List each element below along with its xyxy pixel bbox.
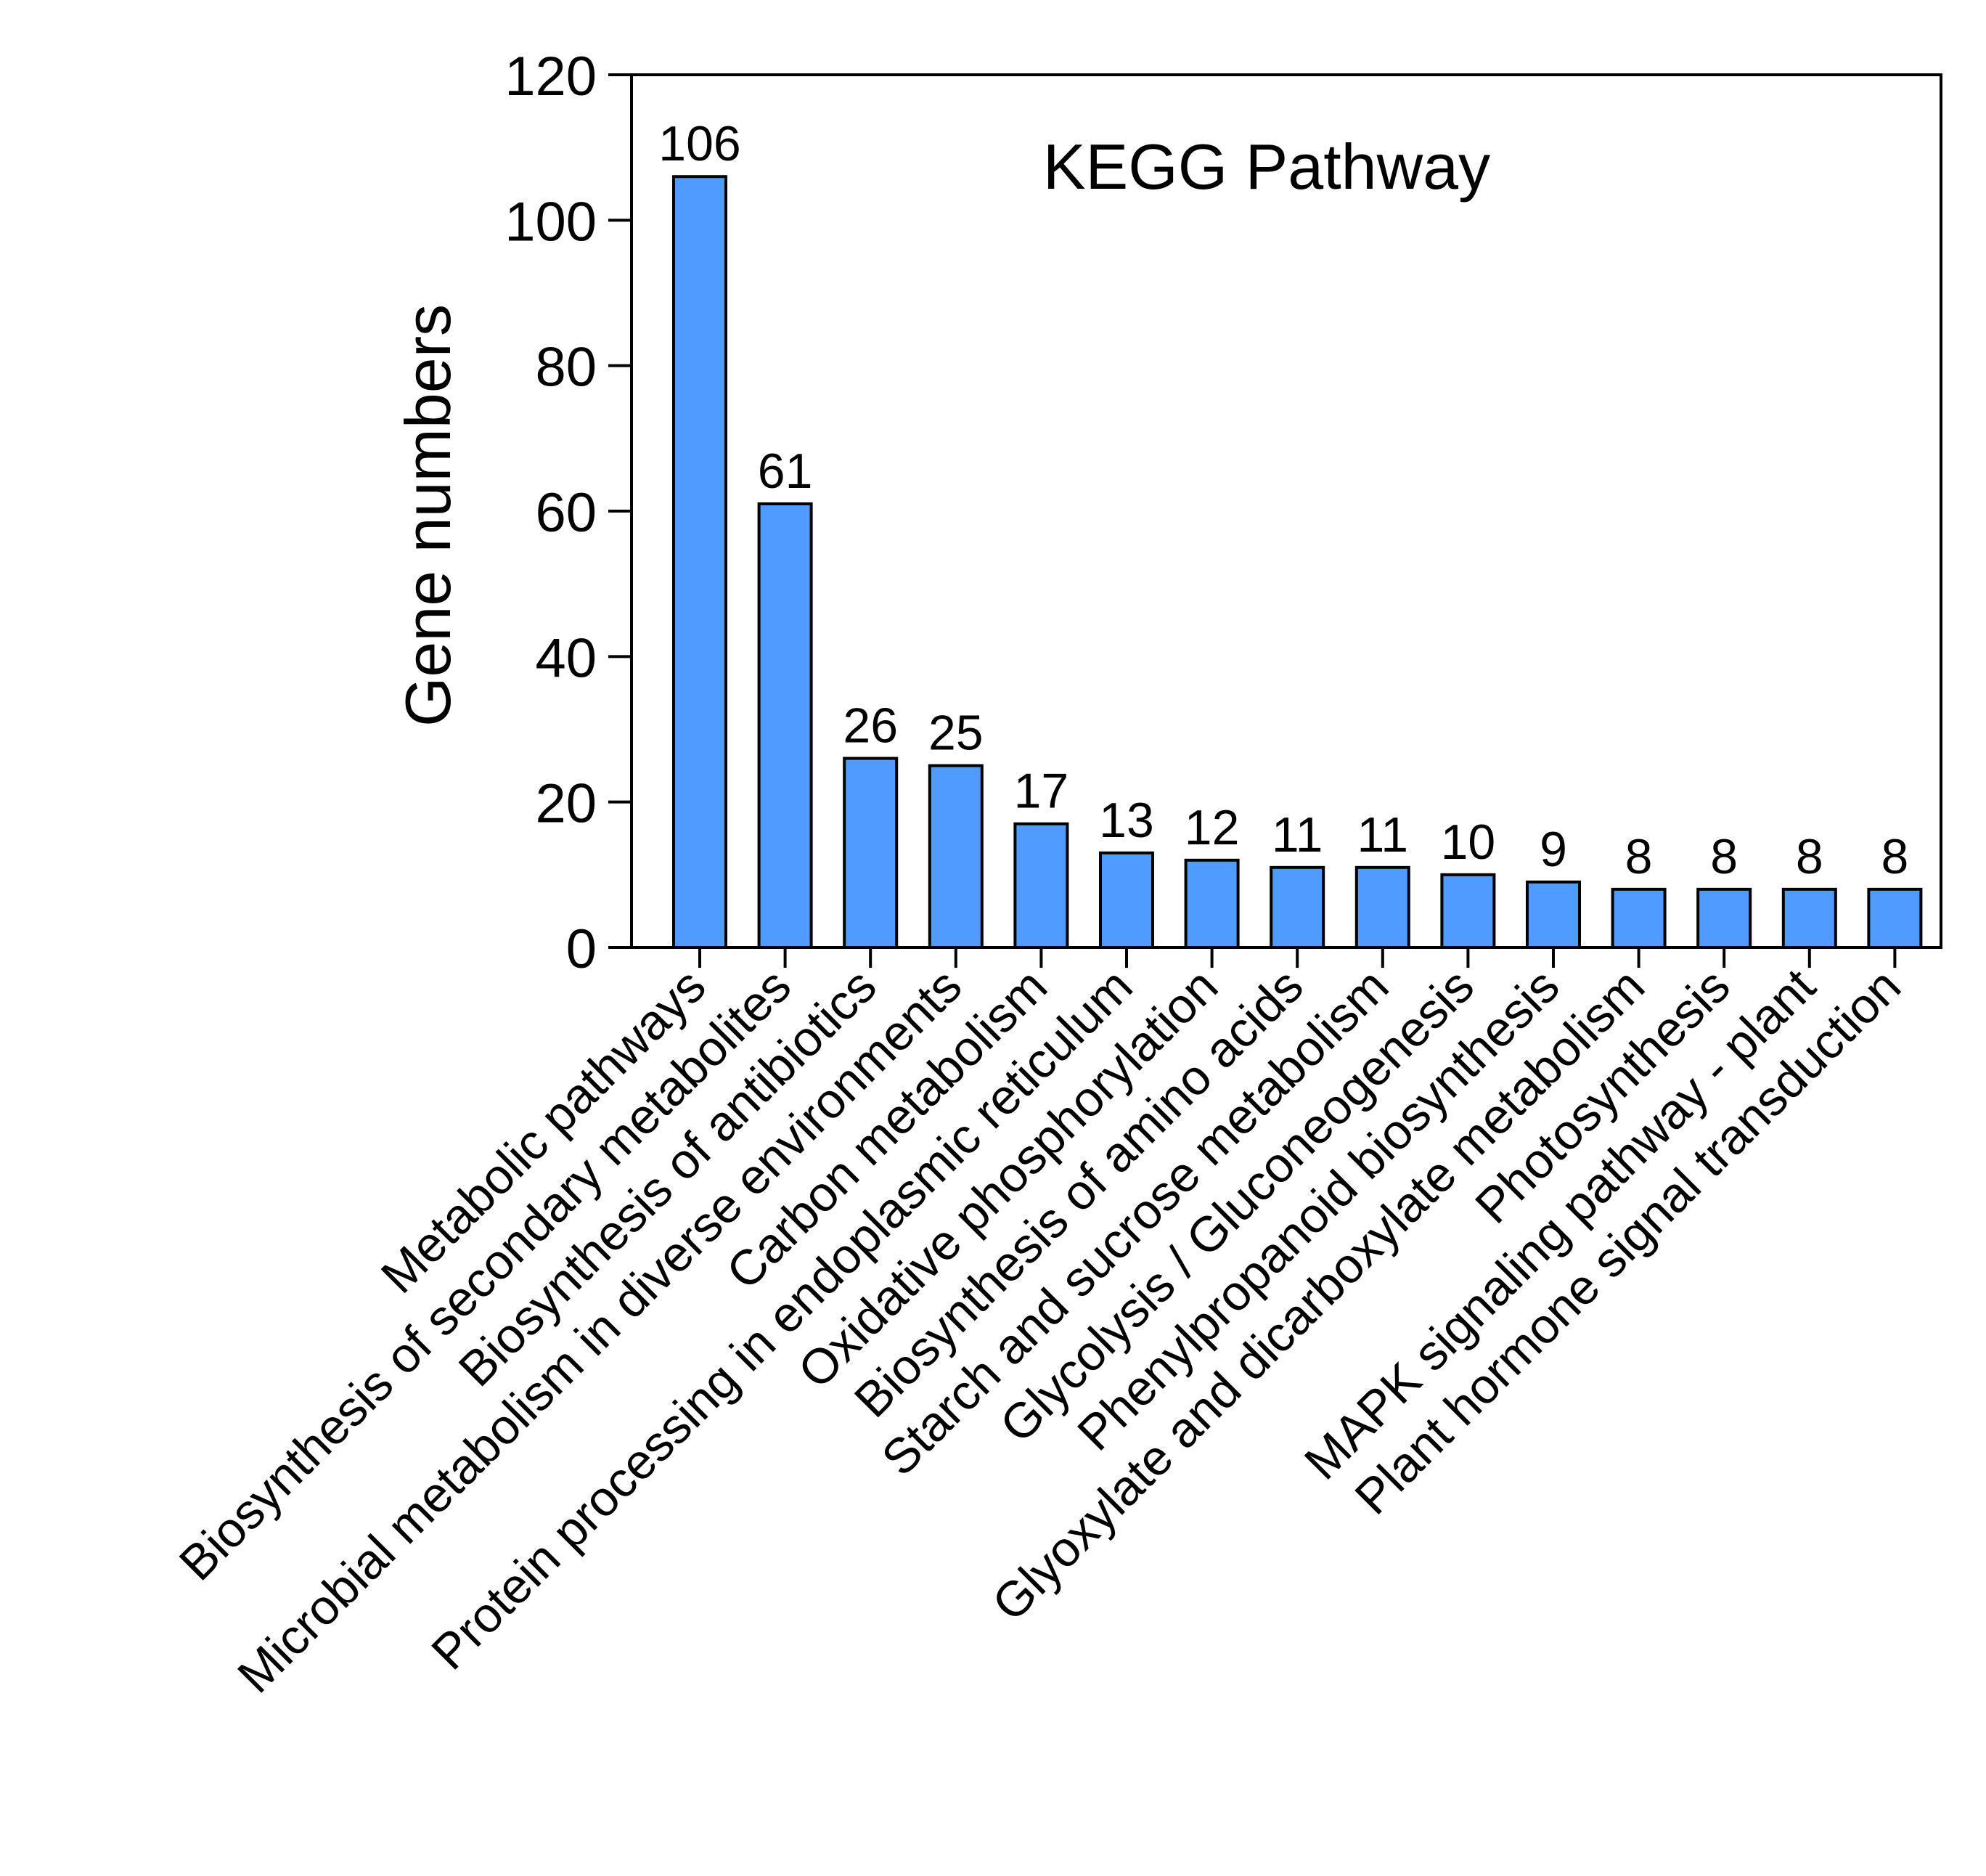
data-label: 12	[1185, 800, 1240, 855]
bar	[1611, 887, 1667, 950]
chart-title: KEGG Pathway	[1043, 131, 1490, 203]
bar	[1867, 887, 1923, 950]
y-tick-label: 40	[535, 627, 597, 689]
y-axis: 0 20 40 60 80 100 120	[504, 46, 632, 980]
data-label: 11	[1272, 807, 1323, 862]
data-label: 13	[1099, 793, 1154, 848]
y-tick-label: 100	[504, 191, 597, 253]
y-tick-label: 20	[535, 773, 597, 835]
y-tick-label: 60	[535, 482, 597, 544]
bar	[1440, 873, 1496, 950]
data-label: 11	[1357, 807, 1409, 862]
bar	[1184, 858, 1240, 950]
data-label: 8	[1710, 829, 1738, 884]
bar	[1354, 865, 1410, 949]
data-label: 25	[928, 706, 984, 761]
data-label: 8	[1881, 829, 1908, 884]
data-label: 8	[1625, 829, 1653, 884]
bar	[1270, 865, 1325, 949]
data-label: 8	[1796, 829, 1823, 884]
value-labels: 106 61 26 25 17 13 12 11 11 10 9 8 8 8 8	[658, 116, 1908, 884]
y-axis-label: Gene numbers	[392, 304, 464, 727]
data-label: 9	[1540, 822, 1567, 877]
bar	[1099, 851, 1154, 949]
bar	[1781, 887, 1837, 950]
bar	[843, 756, 899, 949]
bar	[1526, 880, 1581, 949]
y-tick-label: 80	[535, 337, 597, 399]
bar	[757, 502, 813, 949]
data-label: 26	[843, 698, 898, 754]
data-label: 61	[758, 444, 813, 499]
bar	[1013, 822, 1069, 950]
y-tick-label: 0	[566, 918, 597, 980]
bar	[672, 175, 727, 950]
y-tick-label: 120	[504, 46, 597, 107]
data-label: 10	[1441, 815, 1496, 870]
data-label: 17	[1014, 764, 1069, 819]
bar	[928, 764, 984, 950]
data-label: 106	[658, 116, 740, 171]
x-tick-label: Biosynthesis of secondary metabolites	[169, 958, 802, 1591]
bar	[1696, 887, 1752, 950]
